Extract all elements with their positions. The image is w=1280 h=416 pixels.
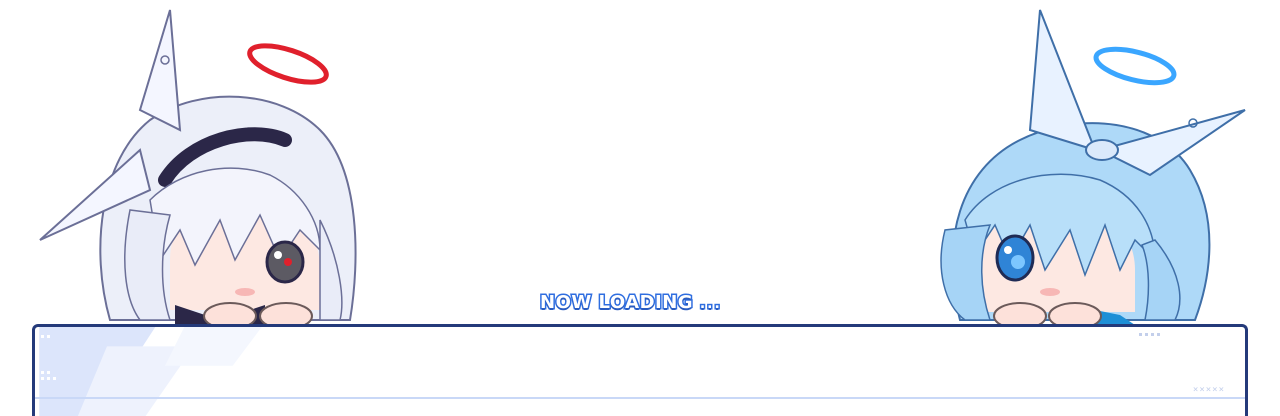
corner-marks: ××××× [1192, 385, 1225, 395]
loading-word: NOW LOADING [538, 291, 694, 315]
right-character-sprite [920, 0, 1260, 340]
dots-decoration-icon [1139, 333, 1160, 336]
blue-halo-icon [1093, 46, 1177, 86]
left-character-sprite [20, 0, 380, 340]
loading-label: NOW LOADING ... [538, 291, 740, 320]
loading-dots: ... [698, 295, 722, 314]
dots-decoration-icon [41, 371, 56, 380]
panel-divider [35, 397, 1245, 399]
dots-decoration-icon [41, 335, 50, 338]
red-halo-icon [247, 43, 329, 85]
dialog-panel: ××××× [32, 324, 1248, 416]
glass-decoration-icon [39, 327, 262, 416]
